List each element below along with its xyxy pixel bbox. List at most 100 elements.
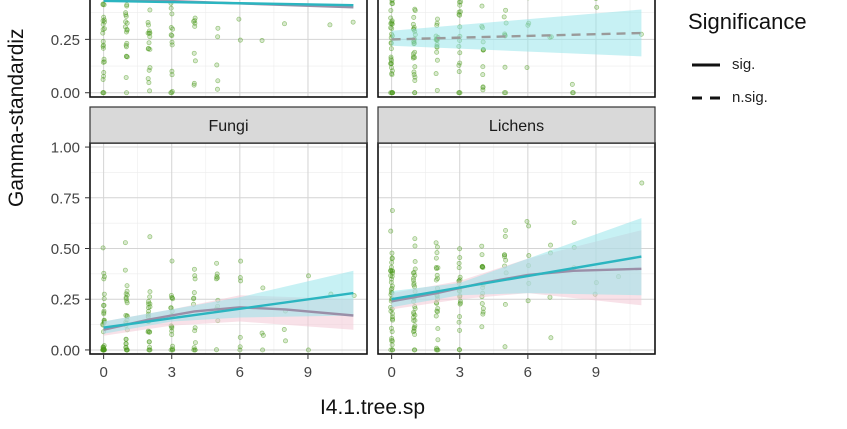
- data-point: [260, 332, 266, 338]
- facet-strip-label: Fungi: [208, 118, 248, 135]
- data-point: [169, 89, 175, 94]
- data-point: [434, 244, 440, 250]
- data-point: [238, 258, 244, 264]
- data-point: [457, 50, 463, 56]
- data-point: [433, 240, 439, 246]
- data-point: [214, 260, 220, 266]
- y-axis-title: Gamma-standardiz: [5, 28, 28, 207]
- data-point: [306, 273, 311, 279]
- data-point: [503, 7, 509, 13]
- data-point: [350, 19, 356, 25]
- facet-strip: [89, 106, 368, 144]
- data-point: [434, 272, 440, 278]
- data-point: [192, 15, 198, 21]
- data-point: [169, 68, 175, 74]
- solid-line-key: [692, 63, 720, 66]
- data-point: [389, 90, 395, 96]
- data-point: [480, 311, 486, 317]
- data-point: [100, 1, 106, 7]
- data-point: [412, 64, 418, 70]
- x-tick-label: 0: [387, 364, 395, 381]
- data-point: [434, 87, 440, 93]
- data-point: [123, 44, 129, 50]
- data-point: [124, 347, 130, 353]
- x-axis-title: I4.1.tree.sp: [320, 396, 425, 419]
- data-point: [412, 243, 418, 249]
- data-point: [145, 30, 151, 36]
- linear-confidence-band: [391, 9, 642, 57]
- facet-strip: [377, 106, 656, 144]
- y-tick-label: 0.25: [51, 292, 80, 309]
- x-tick-label: 6: [236, 364, 244, 381]
- x-tick-label: 0: [99, 364, 107, 381]
- data-point: [389, 311, 395, 317]
- data-point: [214, 62, 220, 68]
- data-point: [411, 282, 417, 288]
- data-point: [260, 285, 266, 291]
- data-point: [101, 310, 107, 316]
- data-point: [191, 290, 197, 296]
- data-point: [547, 294, 553, 300]
- data-point: [594, 4, 600, 10]
- data-point: [215, 78, 221, 84]
- data-point: [434, 49, 440, 55]
- data-point: [502, 252, 507, 258]
- data-point: [123, 19, 129, 25]
- data-point: [191, 50, 197, 56]
- data-point: [457, 314, 462, 320]
- data-point: [170, 347, 176, 353]
- data-point: [237, 334, 243, 340]
- y-tick-label: 0.00: [51, 85, 80, 102]
- y-tick-label: 0.75: [51, 190, 80, 207]
- data-point: [479, 243, 485, 249]
- data-point: [412, 78, 418, 83]
- data-point: [526, 253, 532, 259]
- data-point: [388, 347, 394, 353]
- data-point: [147, 289, 153, 295]
- data-point: [457, 246, 463, 252]
- data-point: [191, 80, 197, 86]
- data-point: [389, 65, 394, 71]
- data-point: [456, 0, 462, 5]
- panel-upper-0: [89, 0, 368, 98]
- data-point: [456, 260, 462, 266]
- data-point: [146, 339, 152, 345]
- data-point: [435, 326, 441, 332]
- data-point: [305, 347, 311, 353]
- data-point: [146, 67, 152, 73]
- legend-label-sig: sig.: [732, 56, 756, 73]
- data-point: [124, 2, 130, 8]
- data-point: [100, 245, 106, 251]
- data-point: [479, 3, 485, 9]
- data-point: [412, 332, 418, 337]
- data-point: [215, 86, 220, 92]
- data-point: [123, 10, 129, 16]
- data-point: [457, 255, 463, 261]
- panel-border: [89, 0, 368, 98]
- data-point: [412, 259, 418, 265]
- data-point: [237, 347, 243, 353]
- data-point: [147, 7, 153, 13]
- data-point: [433, 71, 439, 77]
- data-point: [410, 51, 416, 57]
- data-point: [145, 76, 151, 82]
- dashed-line-key: [692, 96, 720, 99]
- data-point: [123, 291, 129, 297]
- data-point: [639, 180, 645, 186]
- panel-border: [377, 0, 656, 98]
- data-point: [411, 328, 417, 334]
- data-point: [503, 227, 508, 233]
- linear-fit-line: [391, 255, 642, 301]
- data-point: [594, 0, 598, 1]
- data-point: [457, 347, 462, 353]
- data-point: [479, 324, 485, 330]
- data-point: [456, 265, 462, 271]
- panel-upper-1: [377, 0, 656, 98]
- data-point: [122, 240, 128, 246]
- panel-content: [90, 143, 367, 354]
- data-point: [123, 75, 129, 80]
- data-point: [412, 74, 418, 80]
- data-point: [146, 308, 152, 314]
- data-point: [169, 258, 175, 264]
- data-point: [411, 69, 417, 75]
